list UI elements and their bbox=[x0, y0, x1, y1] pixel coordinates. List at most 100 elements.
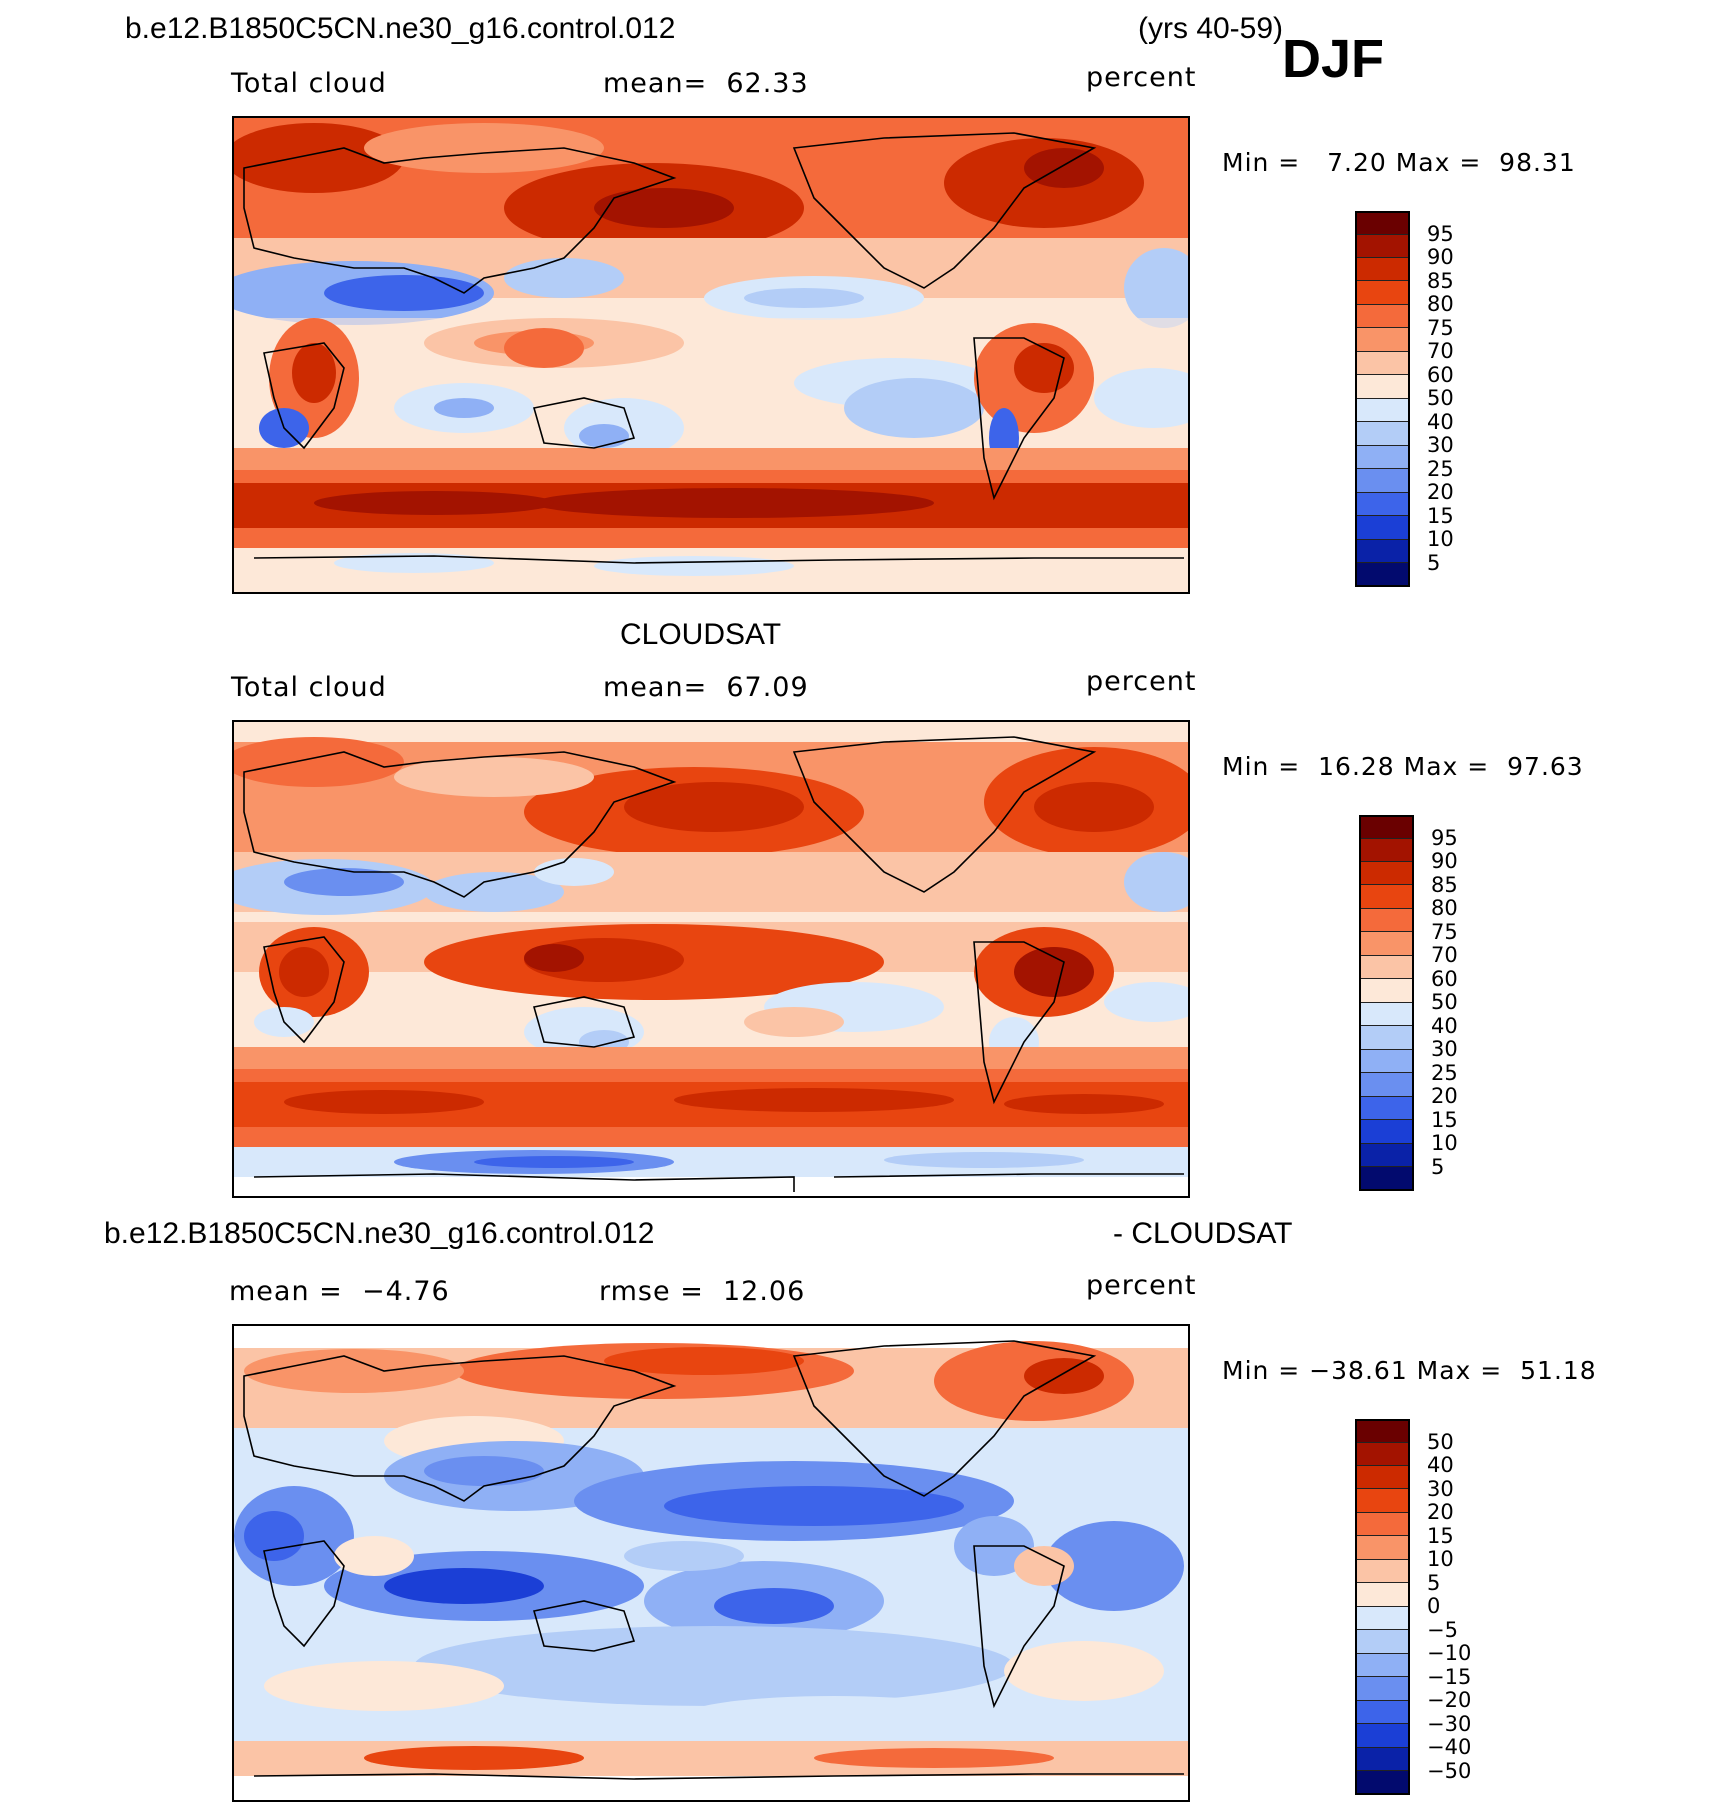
panel1-colorbar-swatch bbox=[1357, 235, 1408, 258]
colorbar-tick-label: 40 bbox=[1427, 410, 1454, 434]
panel2-colorbar-swatch bbox=[1361, 932, 1412, 956]
colorbar-tick-label: −40 bbox=[1427, 1735, 1472, 1759]
colorbar-tick-label: 25 bbox=[1431, 1061, 1458, 1085]
colorbar-tick-label: 15 bbox=[1427, 1524, 1454, 1548]
panel3-colorbar-swatch bbox=[1357, 1771, 1408, 1793]
colorbar-tick-label: 85 bbox=[1427, 269, 1454, 293]
panel2-colorbar-swatch bbox=[1361, 1026, 1412, 1050]
panel3-colorbar-swatch bbox=[1357, 1748, 1408, 1771]
panel1-colorbar-swatch bbox=[1357, 328, 1408, 352]
panel2-colorbar-swatch bbox=[1361, 862, 1412, 885]
colorbar-tick-label: 85 bbox=[1431, 873, 1458, 897]
colorbar-tick-label: 60 bbox=[1427, 363, 1454, 387]
season-label: DJF bbox=[1282, 29, 1385, 89]
panel1-colorbar-swatch bbox=[1357, 493, 1408, 516]
panel1-colorbar-swatch bbox=[1357, 258, 1408, 281]
panel2-colorbar-swatch bbox=[1361, 909, 1412, 932]
colorbar-tick-label: 20 bbox=[1427, 480, 1454, 504]
panel2-colorbar-swatch bbox=[1361, 1097, 1412, 1120]
panel1-units-label: percent bbox=[1086, 62, 1197, 93]
colorbar-tick-label: 30 bbox=[1427, 1477, 1454, 1501]
panel3-minmax: Min = −38.61 Max = 51.18 bbox=[1222, 1356, 1597, 1385]
panel3-mean-label: mean = −4.76 bbox=[229, 1276, 450, 1307]
panel2-contour-field bbox=[234, 722, 1188, 1196]
panel2-units-label: percent bbox=[1086, 666, 1197, 697]
panel2-mean-label: mean= 67.09 bbox=[603, 672, 809, 703]
panel1-colorbar-swatch bbox=[1357, 281, 1408, 305]
panel2-colorbar-swatch bbox=[1361, 817, 1412, 839]
panel1-contour-field bbox=[234, 118, 1188, 592]
colorbar-tick-label: 75 bbox=[1431, 920, 1458, 944]
panel2-colorbar-swatch bbox=[1361, 839, 1412, 862]
colorbar-tick-label: 10 bbox=[1427, 1547, 1454, 1571]
colorbar-tick-label: 0 bbox=[1427, 1594, 1441, 1618]
panel1-colorbar-swatch bbox=[1357, 469, 1408, 493]
panel2-colorbar-swatch bbox=[1361, 979, 1412, 1003]
panel3-map bbox=[232, 1324, 1190, 1802]
colorbar-tick-label: 75 bbox=[1427, 316, 1454, 340]
panel1-colorbar-swatch bbox=[1357, 516, 1408, 540]
panel1-colorbar-swatch bbox=[1357, 375, 1408, 399]
panel3-colorbar-swatch bbox=[1357, 1443, 1408, 1466]
colorbar-tick-label: −30 bbox=[1427, 1712, 1472, 1736]
colorbar-tick-label: 70 bbox=[1427, 339, 1454, 363]
colorbar-tick-label: −50 bbox=[1427, 1759, 1472, 1783]
panel3-rmse-label: rmse = 12.06 bbox=[599, 1276, 806, 1307]
panel3-title-left: b.e12.B1850C5CN.ne30_g16.control.012 bbox=[104, 1217, 655, 1250]
colorbar-tick-label: 80 bbox=[1427, 292, 1454, 316]
panel2-colorbar-swatch bbox=[1361, 1167, 1412, 1189]
panel3-colorbar-swatch bbox=[1357, 1677, 1408, 1701]
colorbar-tick-label: 15 bbox=[1427, 504, 1454, 528]
panel1-colorbar-swatch bbox=[1357, 305, 1408, 328]
panel3-colorbar-swatch bbox=[1357, 1421, 1408, 1443]
colorbar-tick-label: −15 bbox=[1427, 1665, 1472, 1689]
colorbar-tick-label: −20 bbox=[1427, 1688, 1472, 1712]
panel1-colorbar-swatch bbox=[1357, 213, 1408, 235]
colorbar-tick-label: 60 bbox=[1431, 967, 1458, 991]
panel1-minmax: Min = 7.20 Max = 98.31 bbox=[1222, 148, 1576, 177]
panel2-colorbar-swatch bbox=[1361, 1073, 1412, 1097]
colorbar-tick-label: 90 bbox=[1431, 849, 1458, 873]
panel1-colorbar-swatch bbox=[1357, 422, 1408, 446]
panel1-map bbox=[232, 116, 1190, 594]
colorbar-tick-label: 10 bbox=[1427, 527, 1454, 551]
panel3-colorbar-swatch bbox=[1357, 1607, 1408, 1630]
colorbar-tick-label: 20 bbox=[1427, 1500, 1454, 1524]
panel3-colorbar-swatch bbox=[1357, 1724, 1408, 1748]
panel2-minmax: Min = 16.28 Max = 97.63 bbox=[1222, 752, 1584, 781]
panel1-colorbar-swatch bbox=[1357, 352, 1408, 375]
panel3-colorbar bbox=[1355, 1419, 1410, 1795]
panel2-colorbar-swatch bbox=[1361, 1050, 1412, 1073]
colorbar-tick-label: 30 bbox=[1431, 1037, 1458, 1061]
panel1-colorbar-swatch bbox=[1357, 446, 1408, 469]
panel2-colorbar-swatch bbox=[1361, 1120, 1412, 1144]
colorbar-tick-label: 90 bbox=[1427, 245, 1454, 269]
case-title: b.e12.B1850C5CN.ne30_g16.control.012 bbox=[125, 12, 676, 45]
colorbar-tick-label: 30 bbox=[1427, 433, 1454, 457]
panel2-map bbox=[232, 720, 1190, 1198]
panel2-colorbar-swatch bbox=[1361, 1003, 1412, 1026]
colorbar-tick-label: 5 bbox=[1427, 1571, 1441, 1595]
colorbar-tick-label: 10 bbox=[1431, 1131, 1458, 1155]
panel3-colorbar-swatch bbox=[1357, 1513, 1408, 1536]
colorbar-tick-label: 15 bbox=[1431, 1108, 1458, 1132]
colorbar-tick-label: 50 bbox=[1431, 990, 1458, 1014]
panel3-colorbar-swatch bbox=[1357, 1489, 1408, 1513]
panel3-colorbar-swatch bbox=[1357, 1466, 1408, 1489]
colorbar-tick-label: 95 bbox=[1427, 222, 1454, 246]
panel1-colorbar-swatch bbox=[1357, 399, 1408, 422]
panel3-colorbar-swatch bbox=[1357, 1536, 1408, 1560]
colorbar-tick-label: 50 bbox=[1427, 386, 1454, 410]
panel2-variable-label: Total cloud bbox=[231, 672, 387, 703]
panel2-colorbar bbox=[1359, 815, 1414, 1191]
colorbar-tick-label: 40 bbox=[1427, 1453, 1454, 1477]
panel3-colorbar-swatch bbox=[1357, 1583, 1408, 1607]
panel1-colorbar bbox=[1355, 211, 1410, 587]
years-label: (yrs 40-59) bbox=[1138, 12, 1284, 45]
colorbar-tick-label: 95 bbox=[1431, 826, 1458, 850]
panel3-colorbar-swatch bbox=[1357, 1630, 1408, 1654]
colorbar-tick-label: 80 bbox=[1431, 896, 1458, 920]
panel3-colorbar-swatch bbox=[1357, 1560, 1408, 1583]
panel1-mean-label: mean= 62.33 bbox=[603, 68, 809, 99]
colorbar-tick-label: 20 bbox=[1431, 1084, 1458, 1108]
